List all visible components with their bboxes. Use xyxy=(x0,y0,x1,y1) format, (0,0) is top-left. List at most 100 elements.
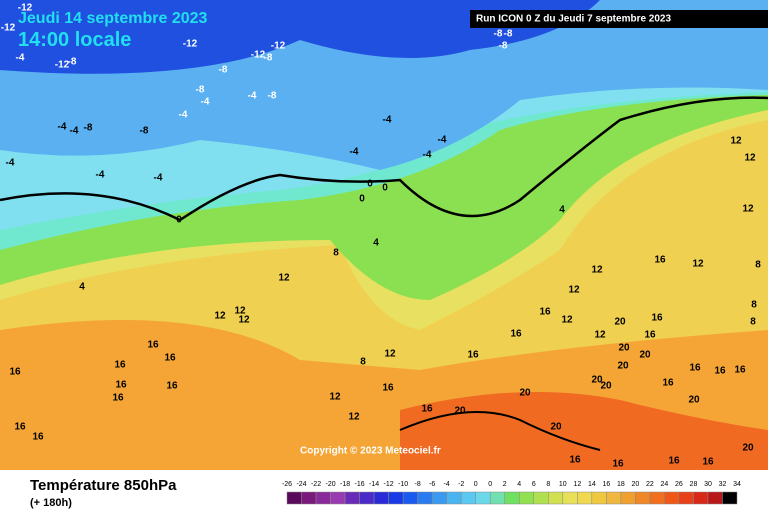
colorbar-swatch xyxy=(707,491,723,505)
contour-label: 16 xyxy=(668,456,680,467)
colorbar-label: -12 xyxy=(384,481,394,488)
contour-label: -8 xyxy=(494,29,503,40)
contour-label: 12 xyxy=(214,311,226,322)
contour-label: 16 xyxy=(734,365,746,376)
contour-label: 12 xyxy=(329,392,341,403)
contour-label: -12 xyxy=(55,60,70,71)
contour-label: 8 xyxy=(750,317,756,328)
contour-label: 20 xyxy=(519,388,531,399)
colorbar-swatch xyxy=(417,491,433,505)
contour-label: -12 xyxy=(18,3,33,14)
colorbar-swatch xyxy=(606,491,622,505)
contour-label: 4 xyxy=(79,282,85,293)
contour-label: 20 xyxy=(591,375,603,386)
colorbar-swatch xyxy=(489,491,505,505)
contour-label: -4 xyxy=(423,150,432,161)
contour-label: 8 xyxy=(751,300,757,311)
contour-label: 12 xyxy=(561,315,573,326)
colorbar-label: 2 xyxy=(503,481,507,488)
run-info: Run ICON 0 Z du Jeudi 7 septembre 2023 xyxy=(476,14,671,25)
colorbar-label: 0 xyxy=(488,481,492,488)
colorbar: -26 -24 -22 -20 -18 -16 -14 -12 -10 -8 -6 -4 -2 0 0 2 4 6… xyxy=(282,481,741,505)
copyright: Copyright © 2023 Meteociel.fr xyxy=(300,446,441,457)
contour-labels: -12-12-12 -12-12-8-4-12-8-8-4 -8-4-8-4-8-8… xyxy=(1,3,761,470)
colorbar-swatch xyxy=(548,491,564,505)
contour-label: -8 xyxy=(499,41,508,52)
contour-label: 16 xyxy=(114,360,126,371)
contour-label: -8 xyxy=(140,126,149,137)
footer-lead: (+ 180h) xyxy=(30,497,72,509)
colorbar-swatch xyxy=(446,491,462,505)
contour-label: 16 xyxy=(662,378,674,389)
colorbar-swatch xyxy=(475,491,491,505)
contour-label: -4 xyxy=(6,158,15,169)
contour-label: 12 xyxy=(692,259,704,270)
colorbar-label: -14 xyxy=(369,481,379,488)
contour-label: 12 xyxy=(234,306,246,317)
colorbar-label: 30 xyxy=(704,481,712,488)
contour-label: -8 xyxy=(219,65,228,76)
contour-label: 8 xyxy=(333,248,339,259)
contour-label: 12 xyxy=(730,136,742,147)
colorbar-swatch xyxy=(722,491,738,505)
contour-label: 16 xyxy=(115,380,127,391)
colorbar-swatch xyxy=(315,491,331,505)
contour-label: -4 xyxy=(70,126,79,137)
contour-label: 4 xyxy=(373,238,379,249)
contour-label: 16 xyxy=(644,330,656,341)
contour-label: -4 xyxy=(154,173,163,184)
colorbar-label: -20 xyxy=(325,481,335,488)
colorbar-label: 34 xyxy=(733,481,741,488)
contour-label: 20 xyxy=(618,343,630,354)
colorbar-swatch xyxy=(533,491,549,505)
colorbar-label: -16 xyxy=(355,481,365,488)
colorbar-swatch xyxy=(402,491,418,505)
contour-label: -4 xyxy=(438,135,447,146)
contour-label: 0 xyxy=(359,194,365,205)
colorbar-swatch xyxy=(562,491,578,505)
colorbar-label: -22 xyxy=(311,481,321,488)
contour-label: 12 xyxy=(278,273,290,284)
contour-label: 12 xyxy=(744,153,756,164)
contour-label: 16 xyxy=(166,381,178,392)
contour-label: 12 xyxy=(591,265,603,276)
contour-label: 12 xyxy=(594,330,606,341)
contour-label: 20 xyxy=(639,350,651,361)
contour-label: 16 xyxy=(147,340,159,351)
contour-label: -8 xyxy=(68,57,77,68)
contour-label: 12 xyxy=(568,285,580,296)
contour-label: 12 xyxy=(742,204,754,215)
colorbar-swatch xyxy=(678,491,694,505)
contour-label: -4 xyxy=(383,115,392,126)
colorbar-label: 26 xyxy=(675,481,683,488)
contour-label: 16 xyxy=(9,367,21,378)
contour-label: -12 xyxy=(251,50,266,61)
contour-label: -4 xyxy=(16,53,25,64)
colorbar-swatch xyxy=(693,491,709,505)
contour-label: -4 xyxy=(201,97,210,108)
contour-label: 16 xyxy=(382,383,394,394)
colorbar-label: -4 xyxy=(444,481,450,488)
contour-label: 0 xyxy=(176,215,182,226)
colorbar-label: 22 xyxy=(646,481,654,488)
contour-label: 20 xyxy=(617,361,629,372)
contour-label: 8 xyxy=(755,260,761,271)
contour-label: 16 xyxy=(510,329,522,340)
contour-label: 16 xyxy=(612,459,624,470)
contour-label: 16 xyxy=(651,313,663,324)
colorbar-label: 4 xyxy=(517,481,521,488)
contour-label: -12 xyxy=(183,39,198,50)
contour-label: -8 xyxy=(264,53,273,64)
colorbar-label: 8 xyxy=(546,481,550,488)
contour-label: -8 xyxy=(268,91,277,102)
colorbar-label: 16 xyxy=(602,481,610,488)
contour-label: 16 xyxy=(569,455,581,466)
colorbar-swatch xyxy=(519,491,535,505)
contour-label: -12 xyxy=(271,41,286,52)
contour-label: -8 xyxy=(84,123,93,134)
map-time: 14:00 locale xyxy=(18,29,131,51)
contour-label: 12 xyxy=(238,315,250,326)
colorbar-swatch xyxy=(591,491,607,505)
contour-label: 20 xyxy=(688,395,700,406)
